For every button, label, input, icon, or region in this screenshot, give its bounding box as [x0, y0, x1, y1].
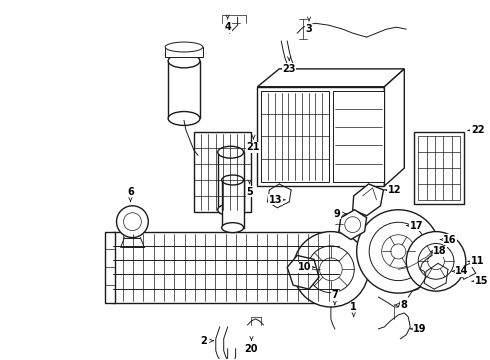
Polygon shape	[385, 69, 404, 186]
Bar	[113, 231, 339, 303]
Text: 5: 5	[246, 187, 253, 197]
Text: 23: 23	[282, 64, 296, 74]
Text: 4: 4	[224, 22, 231, 32]
Bar	[414, 132, 464, 204]
Text: 21: 21	[247, 142, 260, 152]
Ellipse shape	[168, 54, 200, 68]
Text: 9: 9	[334, 209, 340, 219]
Circle shape	[382, 235, 415, 268]
Bar	[333, 91, 385, 182]
Text: 2: 2	[200, 336, 207, 346]
Circle shape	[369, 222, 427, 280]
Bar	[168, 61, 200, 118]
Circle shape	[418, 243, 454, 279]
Text: 15: 15	[475, 276, 489, 286]
Ellipse shape	[221, 223, 244, 233]
Text: 10: 10	[298, 262, 312, 272]
Text: 12: 12	[388, 185, 401, 195]
Bar	[218, 152, 244, 210]
Text: 19: 19	[414, 324, 427, 334]
Bar	[262, 91, 329, 182]
Text: 16: 16	[443, 234, 457, 244]
Bar	[257, 87, 385, 186]
Ellipse shape	[168, 112, 200, 125]
Polygon shape	[287, 255, 319, 289]
Circle shape	[293, 231, 368, 307]
Text: 20: 20	[245, 344, 258, 354]
Text: 7: 7	[331, 290, 338, 300]
Circle shape	[406, 231, 466, 291]
Ellipse shape	[218, 204, 244, 216]
Text: 11: 11	[471, 256, 485, 266]
Circle shape	[357, 210, 440, 293]
Ellipse shape	[218, 146, 244, 158]
Bar	[221, 180, 244, 228]
Text: 3: 3	[306, 24, 313, 34]
Text: 17: 17	[410, 221, 423, 231]
Bar	[105, 231, 115, 303]
Circle shape	[308, 246, 354, 293]
Text: 13: 13	[269, 195, 282, 205]
Bar	[418, 136, 460, 200]
Ellipse shape	[221, 175, 244, 185]
Text: 6: 6	[127, 187, 134, 197]
Text: 22: 22	[471, 125, 485, 135]
Text: 14: 14	[455, 266, 468, 276]
Polygon shape	[257, 69, 404, 87]
Polygon shape	[353, 184, 384, 216]
Text: 18: 18	[433, 247, 447, 256]
Bar	[194, 132, 251, 212]
Bar	[165, 47, 203, 57]
Polygon shape	[339, 210, 367, 239]
Circle shape	[117, 206, 148, 238]
Text: 1: 1	[350, 302, 357, 312]
Ellipse shape	[165, 42, 203, 52]
Text: 8: 8	[401, 300, 408, 310]
